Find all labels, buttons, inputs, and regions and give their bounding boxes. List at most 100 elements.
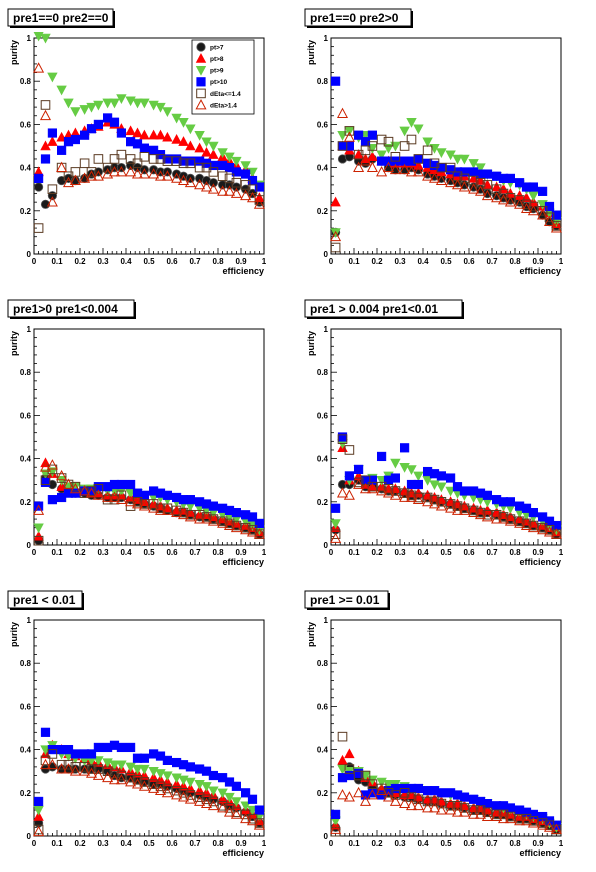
y-tick-label: 0.6 [317,120,329,129]
data-point [367,130,378,140]
data-point [200,797,213,808]
data-point [537,206,548,216]
panel-5: pre1 < 0.01 0 0.1 0.2 0.3 0.4 0.5 0.6 0.7 0.8 0.9 1… [7,590,267,858]
data-point [428,497,441,509]
data-point [435,174,447,185]
series-deta-1-4 [330,107,562,242]
data-point [445,800,456,811]
data-point [452,501,463,511]
y-tick-label: 0.4 [317,746,329,755]
data-point [184,176,196,188]
data-point [70,762,81,772]
x-tick-label: 0.3 [97,839,109,848]
data-points [33,457,265,546]
data-point [412,799,424,811]
x-tick-label: 0.2 [74,548,86,557]
data-point [498,809,509,820]
data-point [79,762,90,772]
data-point [376,485,388,496]
data-point [194,131,205,141]
y-tick-label: 0.8 [317,659,329,668]
data-point [185,495,196,505]
data-point [231,167,242,177]
data-point [344,126,355,136]
data-point [39,758,52,770]
x-tick-label: 0.9 [532,548,544,557]
x-tick-label: 0.7 [189,548,201,557]
y-tick-label: 0.4 [317,455,329,464]
y-tick-label: 0.2 [317,789,329,798]
data-point [155,154,166,164]
data-point [132,775,143,785]
data-point [80,130,90,140]
data-point [537,523,549,535]
data-point [459,486,470,496]
x-axis-label: efficiency [519,557,561,567]
data-point [452,154,463,165]
x-tick-label: 0.9 [532,257,544,266]
data-point [337,141,348,151]
data-point [40,727,51,737]
data-point [429,494,440,505]
data-point [246,191,259,203]
x-tick-label: 0 [32,839,37,848]
data-point [79,172,91,183]
x-axis-label: efficiency [519,848,561,858]
data-point [148,129,159,140]
data-point [92,769,104,780]
data-point [39,109,52,121]
data-point [148,779,159,789]
data-point [412,493,424,505]
data-point [207,515,219,526]
data-point [102,771,114,783]
data-point [33,62,45,73]
x-tick-label: 0.6 [166,548,178,557]
data-point [399,488,410,498]
data-point [162,131,173,142]
data-point [70,134,80,145]
data-point [70,481,81,492]
data-point [171,785,182,796]
data-point [208,786,219,797]
x-tick-label: 0.2 [74,257,86,266]
data-point [528,191,539,202]
data-point [161,786,173,798]
data-point [33,173,44,184]
data-point [69,174,81,185]
data-point [253,819,265,830]
y-tick-label: 0 [324,250,329,259]
x-tick-label: 0.9 [532,839,544,848]
data-point [208,167,219,177]
data-point [102,766,113,777]
data-point [390,152,401,162]
data-point [247,794,258,804]
data-point [491,191,503,203]
title-box [7,590,83,609]
data-point [436,162,447,173]
data-point [445,162,456,173]
data-point [435,804,447,815]
y-axis-label: purity [306,331,316,356]
data-point [413,471,424,482]
data-point [366,788,378,800]
data-point [436,148,447,159]
data-point [208,160,219,171]
x-tick-label: 0.6 [166,257,178,266]
data-point [482,807,493,818]
data-point [551,210,561,220]
data-point [162,755,173,765]
x-tick-label: 0.7 [486,548,498,557]
data-point [33,796,44,807]
data-point [155,129,166,140]
legend-label: dEta<=1.4 [210,91,241,98]
data-point [162,156,173,166]
data-point [343,791,355,802]
data-point [359,155,372,166]
legend-marker [196,88,206,99]
x-tick-label: 0.5 [143,257,155,266]
series-deta-1-4 [330,478,562,543]
x-tick-label: 1 [262,839,267,848]
data-point [47,136,58,146]
data-point [344,748,355,759]
data-point [246,814,259,826]
